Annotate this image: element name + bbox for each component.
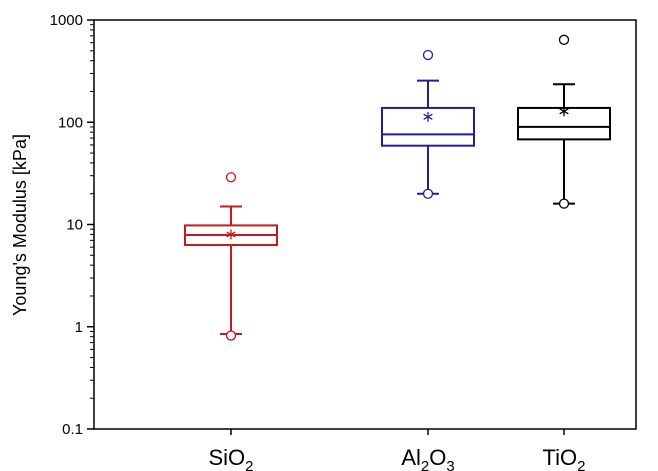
mean-marker-stroke [226,231,236,238]
x-label-part: Al [401,445,421,470]
y-tick-label: 10 [66,217,83,234]
mean-marker [559,106,569,117]
x-category-label: SiO2 [208,445,253,471]
plot-frame [93,19,637,430]
x-label-part: SiO [208,445,245,470]
x-label-subscript: 2 [421,458,429,471]
boxes [184,34,611,341]
x-label-part: TiO [543,445,578,470]
y-axis: 0.1 1 10 100 1000 [50,12,94,438]
mean-marker [226,229,236,240]
x-category-label: TiO2 [543,445,586,471]
iqr-box [381,106,475,147]
mean-marker-stroke [559,108,569,115]
outlier-point [225,172,237,183]
x-label-subscript: 3 [446,458,454,471]
outlier-point [422,188,434,199]
box-1 [381,49,475,199]
y-tick-label: 1000 [50,12,83,29]
box-0 [184,172,278,341]
outlier-point [558,198,570,209]
x-category-label: Al2O3 [401,445,454,471]
y-tick-label: 100 [58,114,83,131]
y-tick-label: 0.1 [62,421,83,438]
x-label-part: O [429,445,446,470]
outlier-point [558,34,570,45]
y-tick-label: 1 [75,319,83,336]
x-label-subscript: 2 [577,458,585,471]
x-axis: SiO2 Al2O3 TiO2 [208,429,585,471]
y-axis-title: Young's Modulus [kPa] [10,134,30,316]
mean-marker-stroke [423,113,433,120]
outlier-point [422,49,434,61]
box-2 [517,34,611,209]
x-label-subscript: 2 [245,458,253,471]
outlier-point [225,330,237,341]
mean-marker [423,111,433,122]
